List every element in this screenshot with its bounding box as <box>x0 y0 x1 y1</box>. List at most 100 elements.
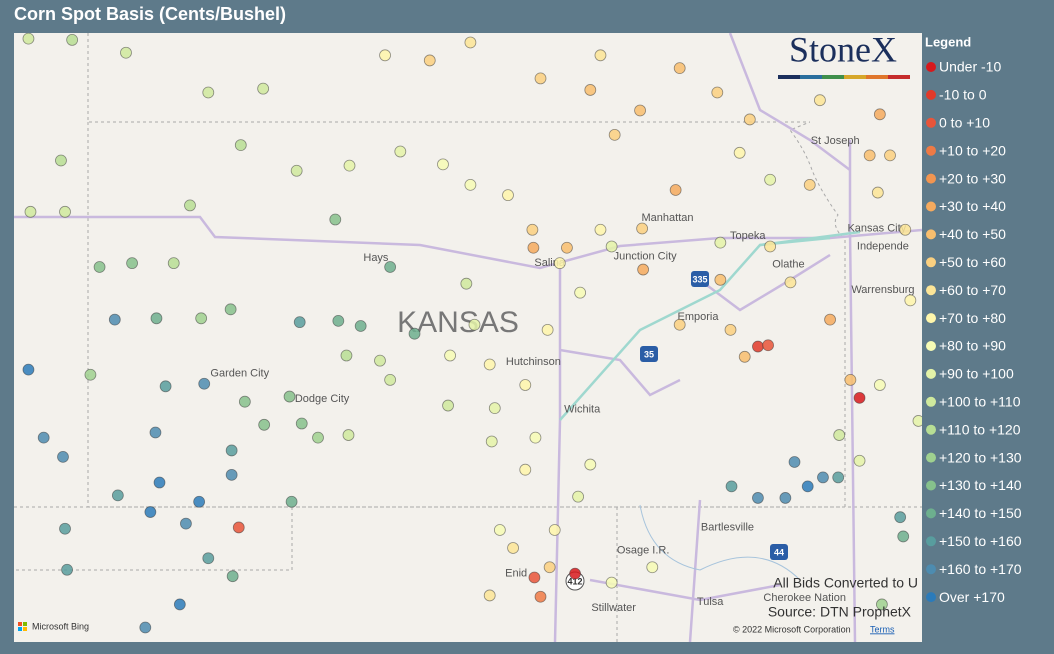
bid-dot <box>55 154 67 167</box>
legend-swatch <box>926 173 936 184</box>
bid-dot <box>139 621 152 634</box>
legend-swatch <box>926 564 936 575</box>
bid-dot <box>460 277 473 290</box>
bid-dot <box>894 511 907 524</box>
legend-swatch <box>926 201 936 212</box>
map-background <box>14 33 922 642</box>
bid-dot <box>202 86 215 99</box>
bid-dot <box>225 468 238 481</box>
bid-dot <box>120 46 132 59</box>
legend-swatch <box>926 424 936 435</box>
place-label: Emporia <box>678 311 720 323</box>
bid-dot <box>193 495 206 508</box>
bid-dot <box>803 178 816 191</box>
bid-dot <box>572 490 585 503</box>
bid-dot <box>442 399 454 412</box>
rivers <box>639 504 801 581</box>
legend-swatch <box>926 117 936 128</box>
bid-dot <box>561 241 573 254</box>
bid-dot <box>725 480 738 493</box>
bid-dot <box>714 236 727 249</box>
legend-label: +80 to +90 <box>939 338 1006 354</box>
place-label: Osage I.R. <box>617 544 670 556</box>
bid-dot <box>711 86 724 99</box>
place-label: Tulsa <box>697 596 724 608</box>
shield-label: 335 <box>692 274 707 284</box>
bid-dot <box>637 263 650 276</box>
legend-label: +10 to +20 <box>939 142 1006 158</box>
bids <box>22 33 922 634</box>
bid-dot <box>444 349 456 362</box>
bid-dot <box>507 542 519 554</box>
legend-label: +30 to +40 <box>939 198 1006 214</box>
bid-dot <box>22 363 35 376</box>
bid-dot <box>464 36 477 49</box>
legend-swatch <box>926 508 936 519</box>
place-label: Enid <box>505 568 527 580</box>
legend-swatch <box>926 313 936 324</box>
logo-text: StoneX <box>789 29 897 69</box>
legend-swatch <box>926 396 936 407</box>
bid-dot <box>285 495 298 508</box>
legend-label: +100 to +110 <box>939 394 1021 410</box>
place-label: St Joseph <box>811 135 860 147</box>
bid-dot <box>226 570 239 583</box>
bid-dot <box>752 340 764 353</box>
bid-dot <box>37 431 50 444</box>
terms-link[interactable]: Terms <box>870 624 895 634</box>
bid-dot <box>224 303 237 316</box>
bid-dot <box>340 349 353 362</box>
bid-dot <box>149 426 162 439</box>
legend-label: +70 to +80 <box>939 310 1006 326</box>
bid-dot <box>180 517 192 530</box>
bid-dot <box>150 312 163 325</box>
bid-dot <box>526 223 539 236</box>
bid-dot <box>374 354 386 367</box>
shield <box>640 346 658 362</box>
bid-dot <box>437 158 449 171</box>
legend-label: Over +170 <box>939 589 1005 605</box>
shield <box>691 271 709 287</box>
bid-dot <box>594 49 607 62</box>
places: Hays Manhattan Topeka Kansas City Independe S… <box>210 135 914 614</box>
bid-dot <box>485 435 498 448</box>
place-label: Garden City <box>210 367 269 379</box>
bid-dot <box>673 62 686 75</box>
logo: StoneX <box>778 29 910 79</box>
legend-label: +160 to +170 <box>939 561 1022 577</box>
place-label: Independe <box>857 240 909 252</box>
bid-dot <box>408 327 421 340</box>
place-label: Olathe <box>772 258 804 270</box>
place-label: Manhattan <box>642 212 694 224</box>
bid-dot <box>569 567 581 580</box>
bid-dot <box>646 561 659 574</box>
bid-dot <box>195 312 208 325</box>
bid-dot <box>904 294 917 307</box>
legend-swatch <box>926 536 936 547</box>
bid-dot <box>354 320 367 332</box>
bid-dot <box>379 49 391 62</box>
legend-label: -10 to 0 <box>939 87 987 103</box>
bid-dot <box>329 213 342 226</box>
legend-swatch <box>926 592 936 603</box>
bid-dot <box>293 316 306 329</box>
title: Corn Spot Basis (Cents/Bushel) <box>14 4 286 24</box>
bid-dot <box>167 257 180 270</box>
bid-dot <box>184 199 196 212</box>
legend-swatch <box>926 341 936 351</box>
bid-dot <box>788 456 801 468</box>
place-label: Hays <box>363 252 389 264</box>
bid-dot <box>24 205 37 218</box>
bid-dot <box>743 113 756 126</box>
bid-dot <box>673 318 686 331</box>
bid-dot <box>153 476 166 489</box>
bid-dot <box>529 431 542 444</box>
bid-dot <box>61 563 73 576</box>
bid-dot <box>238 395 251 408</box>
bid-dot <box>225 444 238 457</box>
bid-dot <box>343 159 356 172</box>
bid-dot <box>844 373 857 386</box>
bid-dot <box>159 380 172 393</box>
bid-dot <box>608 128 621 141</box>
